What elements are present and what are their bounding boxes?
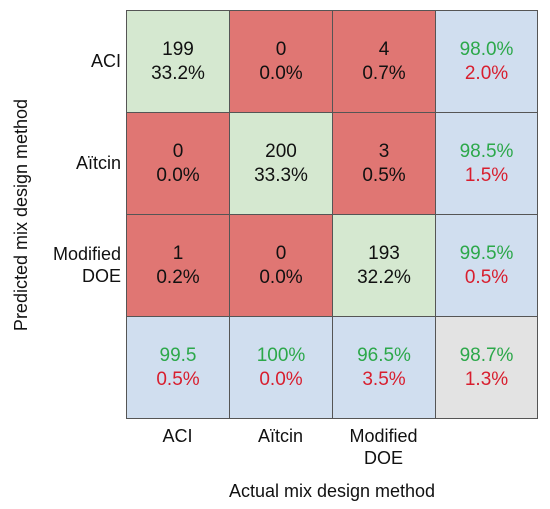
cell-percent: 0.0% xyxy=(259,63,303,84)
row-summary-error: 0.5% xyxy=(464,267,509,288)
matrix-cell: 193 32.2% xyxy=(332,214,436,317)
matrix-cell: 3 0.5% xyxy=(332,112,436,215)
confusion-matrix: 199 33.2% 0 0.0% 4 0.7% 0 0.0% 200 33.3% 3 0.5% 1 0.2… xyxy=(126,10,538,419)
cell-count: 3 xyxy=(378,141,390,162)
column-summary-error: 3.5% xyxy=(362,369,406,390)
row-summary-error: 1.5% xyxy=(464,165,509,186)
cell-count: 4 xyxy=(378,39,390,60)
x-axis-title: Actual mix design method xyxy=(228,481,436,501)
predicted-class-label: ACI xyxy=(90,51,121,71)
column-summary-cell: 99.5 0.5% xyxy=(126,316,230,419)
row-summary-cell: 98.5% 1.5% xyxy=(435,112,538,215)
column-summary-correct: 100% xyxy=(256,345,306,366)
actual-class-label: ACI xyxy=(162,426,193,446)
overall-correct: 98.7% xyxy=(459,345,514,366)
column-summary-error: 0.0% xyxy=(259,369,303,390)
predicted-class-label: Modified DOE xyxy=(52,244,121,286)
cell-percent: 0.7% xyxy=(362,63,406,84)
column-summary-correct: 99.5 xyxy=(159,345,197,366)
column-summary-cell: 100% 0.0% xyxy=(229,316,333,419)
cell-count: 0 xyxy=(275,39,287,60)
column-summary-correct: 96.5% xyxy=(357,345,411,366)
cell-count: 193 xyxy=(368,243,400,264)
cell-percent: 0.2% xyxy=(156,267,200,288)
cell-count: 199 xyxy=(162,39,194,60)
overall-error: 1.3% xyxy=(464,369,509,390)
row-summary-correct: 98.5% xyxy=(459,141,514,162)
matrix-cell: 0 0.0% xyxy=(229,10,333,113)
column-summary-error: 0.5% xyxy=(156,369,200,390)
row-summary-cell: 99.5% 0.5% xyxy=(435,214,538,317)
actual-class-label: Aïtcin xyxy=(257,426,304,446)
matrix-cell: 0 0.0% xyxy=(229,214,333,317)
row-summary-cell: 98.0% 2.0% xyxy=(435,10,538,113)
matrix-cell: 0 0.0% xyxy=(126,112,230,215)
cell-count: 200 xyxy=(265,141,297,162)
cell-percent: 33.2% xyxy=(151,63,205,84)
cell-percent: 33.3% xyxy=(254,165,308,186)
row-summary-correct: 99.5% xyxy=(459,243,514,264)
cell-percent: 0.0% xyxy=(259,267,303,288)
matrix-cell: 200 33.3% xyxy=(229,112,333,215)
cell-count: 0 xyxy=(275,243,287,264)
actual-class-label: Modified DOE xyxy=(349,426,418,468)
cell-percent: 32.2% xyxy=(357,267,411,288)
row-summary-error: 2.0% xyxy=(464,63,509,84)
y-axis-title-text: Predicted mix design method xyxy=(11,98,31,332)
cell-percent: 0.5% xyxy=(362,165,406,186)
predicted-class-label: Aïtcin xyxy=(75,153,121,173)
cell-percent: 0.0% xyxy=(156,165,200,186)
matrix-cell: 4 0.7% xyxy=(332,10,436,113)
matrix-cell: 1 0.2% xyxy=(126,214,230,317)
row-summary-correct: 98.0% xyxy=(459,39,514,60)
cell-count: 1 xyxy=(172,243,184,264)
overall-accuracy-cell: 98.7% 1.3% xyxy=(435,316,538,419)
matrix-cell: 199 33.2% xyxy=(126,10,230,113)
cell-count: 0 xyxy=(172,141,184,162)
column-summary-cell: 96.5% 3.5% xyxy=(332,316,436,419)
